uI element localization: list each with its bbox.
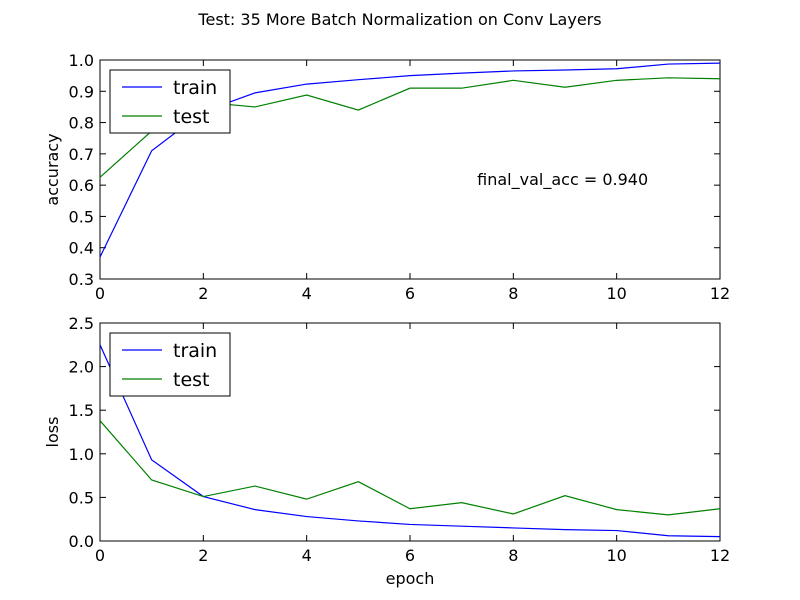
figure-suptitle: Test: 35 More Batch Normalization on Con… bbox=[197, 10, 601, 29]
y-axis-label: loss bbox=[43, 417, 62, 448]
legend: train test bbox=[109, 332, 231, 397]
x-tick-label: 2 bbox=[198, 284, 208, 303]
x-axis-label: epoch bbox=[386, 569, 435, 588]
series-line-test bbox=[100, 420, 720, 516]
x-tick-label: 0 bbox=[95, 546, 105, 565]
legend-label-train: train bbox=[173, 340, 217, 362]
x-tick-label: 8 bbox=[508, 546, 518, 565]
y-tick-label: 2.5 bbox=[69, 314, 94, 333]
y-tick-label: 1.0 bbox=[69, 445, 94, 464]
y-tick-label: 1.0 bbox=[69, 51, 94, 70]
x-tick-label: 4 bbox=[302, 284, 312, 303]
legend-label-test: test bbox=[173, 369, 210, 391]
x-tick-label: 10 bbox=[606, 284, 626, 303]
x-tick-label: 4 bbox=[302, 546, 312, 565]
y-tick-label: 0.7 bbox=[69, 145, 94, 164]
x-tick-label: 12 bbox=[710, 546, 730, 565]
x-tick-label: 0 bbox=[95, 284, 105, 303]
y-tick-label: 0.4 bbox=[69, 239, 94, 258]
legend-box bbox=[109, 69, 231, 134]
x-tick-label: 6 bbox=[405, 284, 415, 303]
y-tick-label: 0.6 bbox=[69, 176, 94, 195]
y-tick-label: 0.3 bbox=[69, 270, 94, 289]
x-tick-label: 2 bbox=[198, 546, 208, 565]
accuracy-panel: 0 2 4 6 8 10 12 0.3 0.4 0.5 0.6 0.7 0.8 0.9 1.0 accurac… bbox=[43, 51, 730, 303]
x-tick-label: 10 bbox=[606, 546, 626, 565]
legend-label-train: train bbox=[173, 77, 217, 99]
y-tick-label: 0.0 bbox=[69, 532, 94, 551]
legend-box bbox=[109, 332, 231, 397]
y-axis-label: accuracy bbox=[43, 133, 62, 205]
annotation: final_val_acc = 0.940 bbox=[477, 170, 648, 190]
y-tick-label: 0.8 bbox=[69, 114, 94, 133]
legend: train test bbox=[109, 69, 231, 134]
x-tick-label: 12 bbox=[710, 284, 730, 303]
y-tick-label: 0.5 bbox=[69, 207, 94, 226]
legend-label-test: test bbox=[173, 106, 210, 128]
x-tick-label: 8 bbox=[508, 284, 518, 303]
y-tick-label: 0.5 bbox=[69, 488, 94, 507]
y-tick-label: 1.5 bbox=[69, 401, 94, 420]
x-tick-label: 6 bbox=[405, 546, 415, 565]
y-tick-label: 0.9 bbox=[69, 82, 94, 101]
y-tick-label: 2.0 bbox=[69, 358, 94, 377]
loss-panel: 0 2 4 6 8 10 12 0.0 0.5 1.0 1.5 2.0 2.5 loss epoch trai… bbox=[43, 314, 730, 588]
